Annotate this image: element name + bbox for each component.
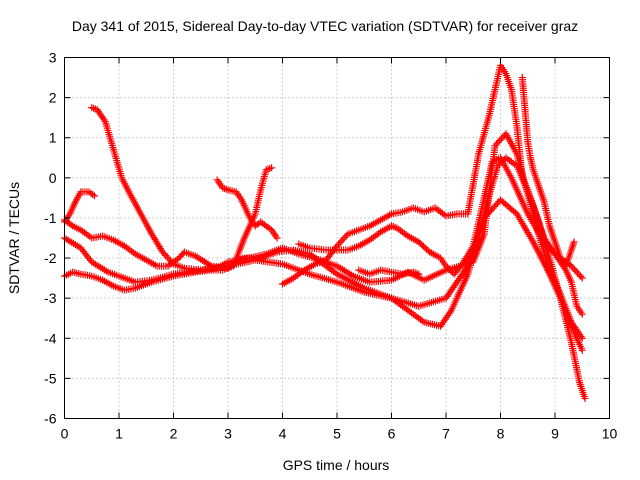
series-track-6	[213, 176, 281, 242]
data-point	[494, 199, 502, 207]
data-point	[90, 104, 98, 112]
grid	[64, 57, 610, 419]
data-point	[339, 235, 347, 243]
data-point	[445, 265, 453, 273]
data-point	[569, 264, 577, 272]
series-track-4	[61, 130, 586, 342]
series-track-1	[61, 196, 586, 354]
series-track-9	[355, 266, 423, 278]
data-point	[575, 271, 583, 279]
data-point	[578, 346, 586, 354]
x-tick-label: 5	[333, 426, 341, 442]
data-point	[67, 221, 75, 229]
data-point	[447, 267, 455, 275]
chart-title: Day 341 of 2015, Sidereal Day-to-day VTE…	[72, 18, 578, 34]
data-point	[222, 185, 230, 193]
data-point	[444, 264, 452, 272]
data-point	[548, 247, 556, 255]
data-point	[266, 164, 274, 172]
data-point	[578, 310, 586, 318]
data-point	[273, 234, 281, 242]
x-axis-label: GPS time / hours	[283, 457, 390, 473]
x-tick-label: 0	[61, 426, 69, 442]
data-point	[492, 201, 500, 209]
data-point	[540, 238, 548, 246]
y-axis-label: SDTVAR / TECUs	[6, 182, 22, 294]
y-tick-label: -3	[44, 290, 57, 306]
data-point	[494, 138, 502, 146]
data-point	[336, 239, 344, 247]
x-tick-label: 2	[170, 426, 178, 442]
data-point	[496, 137, 504, 145]
series-track-2	[61, 188, 98, 226]
data-point	[342, 232, 350, 240]
data-point	[542, 240, 550, 248]
data-point	[163, 253, 171, 261]
data-point	[497, 135, 505, 143]
y-tick-label: 3	[49, 50, 57, 66]
data-point	[415, 270, 423, 278]
x-tick-label: 3	[224, 426, 232, 442]
y-tick-label: -2	[44, 250, 57, 266]
data-point	[100, 116, 108, 124]
y-tick-label: -1	[44, 210, 57, 226]
x-tick-label: 10	[602, 426, 618, 442]
data-point	[491, 202, 499, 210]
y-tick-label: 0	[49, 170, 57, 186]
y-tick-label: 2	[49, 90, 57, 106]
series-track-10	[518, 74, 578, 270]
data-point	[493, 140, 501, 148]
data-point	[572, 267, 580, 275]
y-tick-label: -4	[44, 330, 57, 346]
data-point	[578, 274, 586, 282]
data-point	[570, 238, 578, 246]
y-tick-label: -5	[44, 370, 57, 386]
x-tick-label: 4	[279, 426, 287, 442]
data-point	[162, 251, 170, 259]
y-tick-label: -6	[44, 411, 57, 427]
data-point	[574, 269, 582, 277]
x-tick-label: 8	[497, 426, 505, 442]
data-point	[335, 240, 343, 248]
data-point	[545, 243, 553, 251]
data-point	[578, 334, 586, 342]
y-tick-label: 1	[49, 130, 57, 146]
x-tick-label: 1	[115, 426, 123, 442]
data-point	[442, 262, 450, 270]
x-tick-label: 6	[388, 426, 396, 442]
data-point	[160, 250, 168, 258]
series-track-8	[295, 154, 586, 282]
data-point	[159, 248, 167, 256]
x-tick-label: 7	[442, 426, 450, 442]
axis-ticks: 0 1 2 3 4 5 6 7 8 9 10 -6 -5 -4 -3 -2 -1 0 1 2 3	[44, 50, 617, 442]
data-point	[268, 164, 276, 172]
data-points	[61, 62, 589, 402]
data-point	[338, 237, 346, 245]
data-point	[570, 266, 578, 274]
data-point	[491, 142, 499, 150]
data-point	[543, 241, 551, 249]
data-point	[165, 255, 173, 263]
data-point	[90, 192, 98, 200]
data-point	[341, 233, 349, 241]
x-tick-label: 9	[551, 426, 559, 442]
data-point	[581, 394, 589, 402]
data-point	[546, 245, 554, 253]
data-point	[577, 272, 585, 280]
